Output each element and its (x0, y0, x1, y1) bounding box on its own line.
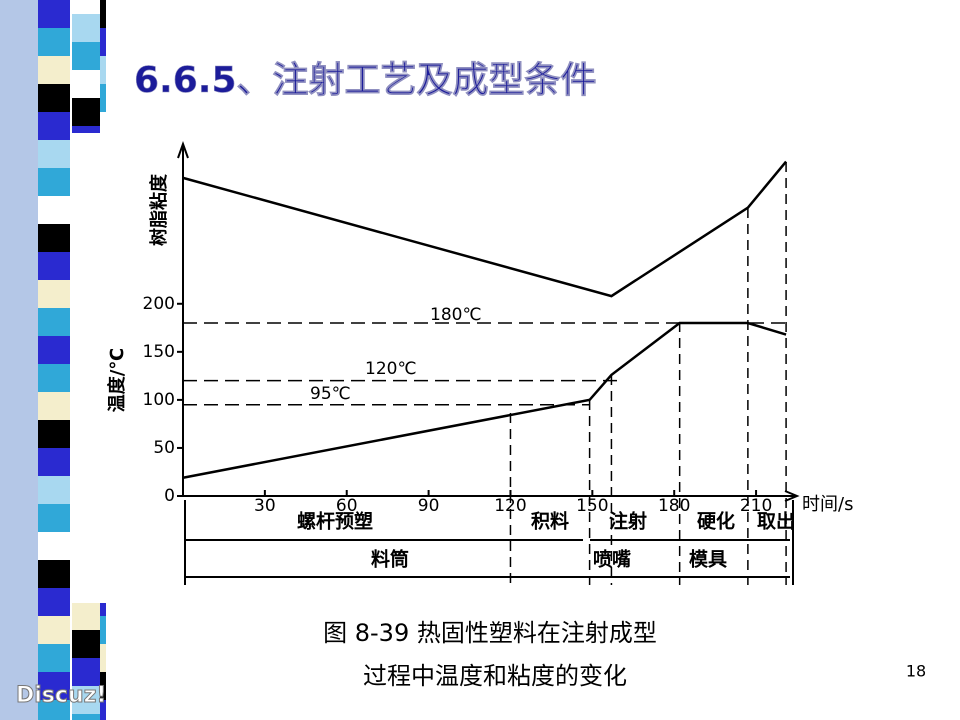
y-tick-label: 150 (143, 342, 175, 362)
y-axis-arrow (177, 141, 189, 159)
stripe-bar (100, 84, 106, 112)
phase-label: 螺杆预塑 (297, 510, 373, 533)
stripe-square (38, 84, 70, 112)
x-axis-arrow (784, 490, 800, 502)
stripe-square (72, 714, 102, 720)
stripe-square (38, 588, 70, 616)
phase-label: 注射 (609, 510, 647, 533)
reference-label: 95℃ (310, 384, 351, 404)
phase-label: 积料 (531, 510, 569, 533)
phase-label: 取出 (757, 510, 795, 533)
stripe-square (38, 560, 70, 588)
stripe-square (38, 392, 70, 420)
stripe-square (38, 420, 70, 448)
reference-label: 180℃ (430, 305, 482, 325)
stripe-bar (100, 0, 106, 28)
stripe-square (38, 308, 70, 336)
page-number: 18 (906, 662, 926, 681)
stripe-square (72, 42, 102, 70)
y-tick-label: 100 (143, 390, 175, 410)
x-tick-label: 150 (576, 496, 608, 516)
stripe-square (72, 98, 102, 126)
stripe-square (38, 196, 70, 224)
x-tick-label: 30 (254, 496, 276, 516)
stripe-bar (100, 28, 106, 56)
stripe-square (72, 630, 102, 658)
stripe-square (38, 168, 70, 196)
caption-line: 过程中温度和粘度的变化 (363, 662, 627, 690)
stripe-square (38, 252, 70, 280)
stripe-square (38, 336, 70, 364)
stripe-bar (100, 700, 106, 720)
stripe-square (38, 224, 70, 252)
stripe-square (72, 658, 102, 686)
stripe-square (38, 0, 70, 28)
stripe-square (38, 112, 70, 140)
stripe-square (38, 140, 70, 168)
watermark: Discuz! (16, 683, 106, 708)
y-axis-title-upper: 树脂粘度 (148, 173, 170, 246)
phase-label: 硬化 (697, 510, 735, 533)
x-tick-label: 120 (494, 496, 526, 516)
stripe-square (38, 644, 70, 672)
x-tick-label: 90 (418, 496, 440, 516)
stripe-square (72, 686, 102, 714)
x-axis-title: 时间/s (802, 494, 853, 515)
figure-background (72, 133, 872, 603)
series-line (182, 321, 787, 479)
y-tick-label: 50 (153, 438, 175, 458)
y-tick-label: 200 (143, 294, 175, 314)
stripe-bar (100, 672, 106, 700)
stripe-square (38, 504, 70, 532)
stripe-square (72, 14, 102, 42)
stripe-bar (100, 112, 106, 140)
x-tick-label: 180 (658, 496, 690, 516)
series-line (182, 160, 788, 298)
stripe-square (38, 364, 70, 392)
slide-title: 6.6.5、注射工艺及成型条件 (134, 60, 597, 101)
stripe-square (38, 280, 70, 308)
y-axis-title: 温度/℃ (106, 348, 128, 412)
stripe-square (38, 56, 70, 84)
stripe-square (38, 532, 70, 560)
stripe-square (38, 672, 70, 700)
stripe-square (38, 28, 70, 56)
stripe-square (38, 700, 70, 720)
zone-label: 喷嘴 (593, 549, 631, 571)
zone-label: 模具 (689, 548, 727, 571)
stripe-edge (0, 0, 38, 720)
stripe-square (38, 616, 70, 644)
stripe-square (38, 448, 70, 476)
x-tick-label: 60 (336, 496, 358, 516)
stripe-bar (100, 616, 106, 644)
stripe-bar (100, 644, 106, 672)
y-tick-label: 0 (164, 486, 175, 506)
caption-line: 图 8-39 热固性塑料在注射成型 (323, 619, 657, 647)
stripe-square (72, 70, 102, 98)
reference-label: 120℃ (365, 359, 417, 379)
zone-label: 料筒 (371, 548, 409, 571)
stripe-bar (100, 56, 106, 84)
stripe-square (38, 476, 70, 504)
stripe-square (72, 602, 102, 630)
